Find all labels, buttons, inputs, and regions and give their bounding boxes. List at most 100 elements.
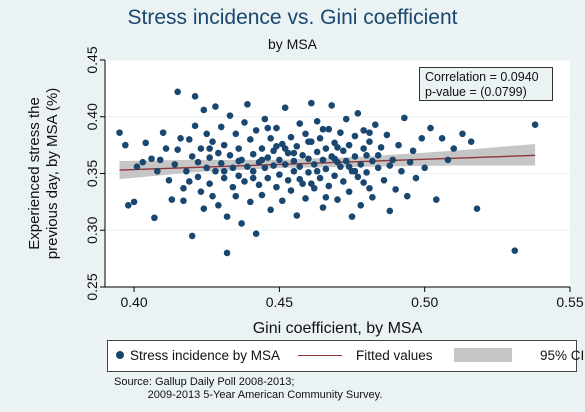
data-point <box>180 184 187 192</box>
data-point <box>151 214 158 222</box>
data-point <box>302 195 309 202</box>
data-point <box>293 142 301 150</box>
data-point <box>252 230 260 237</box>
data-point <box>183 167 190 175</box>
y-tick-label: 0.40 <box>84 103 100 130</box>
data-point <box>293 212 301 219</box>
data-point <box>180 197 187 205</box>
data-point <box>357 201 365 209</box>
data-point <box>203 130 211 138</box>
data-point <box>261 164 269 172</box>
data-point <box>302 130 309 138</box>
data-point <box>386 162 394 169</box>
data-point <box>305 138 312 146</box>
x-tick-label: 0.55 <box>556 294 583 310</box>
data-point <box>258 191 266 199</box>
data-point <box>226 112 234 119</box>
data-point <box>459 130 466 138</box>
data-point <box>273 124 280 132</box>
data-point <box>403 192 411 200</box>
data-point <box>290 157 298 165</box>
data-point <box>232 130 240 138</box>
data-point <box>374 152 382 159</box>
data-point <box>220 174 228 182</box>
data-point <box>223 213 231 220</box>
data-point <box>433 196 440 203</box>
data-point <box>206 180 213 188</box>
data-point <box>290 167 298 175</box>
data-point <box>215 149 222 157</box>
data-point <box>316 174 324 182</box>
data-point <box>241 119 248 126</box>
data-point <box>287 187 295 194</box>
data-point <box>473 205 481 212</box>
data-point <box>467 138 475 146</box>
data-point <box>168 196 176 203</box>
data-point <box>511 247 519 254</box>
data-point <box>345 163 353 170</box>
correlation-box: Correlation = 0.0940 p-value = (0.0799) <box>419 67 553 101</box>
data-point <box>383 131 391 139</box>
data-point <box>122 141 129 149</box>
y-tick-label: 0.25 <box>84 273 100 300</box>
source-note: Source: Gallup Daily Poll 2008-2013; 200… <box>114 376 383 401</box>
data-point <box>334 196 341 203</box>
data-point <box>238 220 245 227</box>
data-point <box>322 165 330 173</box>
data-point <box>377 144 385 151</box>
data-point <box>229 164 237 172</box>
data-point <box>194 158 202 166</box>
data-point <box>299 152 306 159</box>
data-point <box>177 135 184 142</box>
x-tick-label: 0.45 <box>266 294 293 310</box>
data-point <box>351 167 359 175</box>
data-point <box>249 167 257 175</box>
data-point <box>174 146 181 153</box>
data-point <box>369 157 376 165</box>
data-point <box>258 156 266 164</box>
data-point <box>395 141 402 149</box>
data-point <box>351 153 359 160</box>
data-point <box>220 167 228 175</box>
data-point <box>206 145 213 152</box>
data-point <box>188 153 196 160</box>
data-point <box>342 115 350 123</box>
data-point <box>116 129 123 136</box>
data-point <box>267 135 274 142</box>
data-point <box>206 154 213 161</box>
data-point <box>264 174 272 182</box>
data-point <box>154 167 161 175</box>
data-point <box>345 141 353 149</box>
data-point <box>351 132 359 140</box>
data-point <box>203 164 211 172</box>
data-point <box>235 172 242 180</box>
data-point <box>264 124 272 132</box>
data-point <box>334 144 341 151</box>
data-point <box>258 145 266 152</box>
data-point <box>278 197 286 205</box>
data-point <box>270 162 277 169</box>
y-axis-label-line1: Experienced stress the <box>26 97 43 250</box>
data-point <box>200 106 208 114</box>
y-tick-label: 0.35 <box>84 160 100 187</box>
y-tick-label: 0.45 <box>84 46 100 73</box>
data-point <box>247 136 254 143</box>
data-point <box>360 127 367 134</box>
correlation-text: Correlation = 0.0940 <box>425 70 539 84</box>
data-point <box>235 145 242 152</box>
data-point <box>209 138 216 146</box>
data-point <box>345 188 353 195</box>
data-point <box>133 163 141 170</box>
data-point <box>369 194 376 201</box>
data-point <box>273 142 280 150</box>
x-tick-label: 0.40 <box>120 294 147 310</box>
data-point <box>328 102 335 109</box>
data-point <box>366 184 373 192</box>
data-point <box>226 152 234 159</box>
data-point <box>244 100 251 108</box>
data-point <box>212 103 219 110</box>
data-point <box>287 133 295 141</box>
y-tick-label: 0.30 <box>84 216 100 243</box>
data-point <box>281 104 289 111</box>
data-point <box>392 186 399 193</box>
